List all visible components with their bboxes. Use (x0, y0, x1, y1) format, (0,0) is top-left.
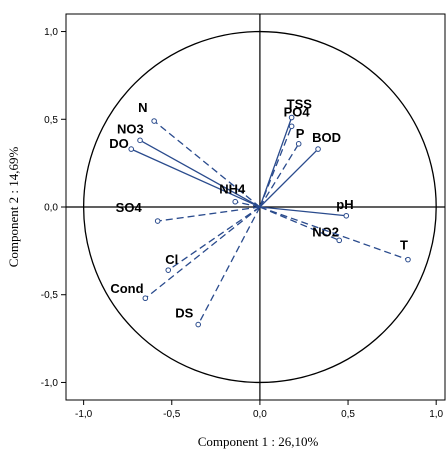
loading-line-no2 (259, 206, 340, 241)
loading-point-ph (343, 212, 350, 219)
loading-point-cl (165, 267, 172, 273)
variable-label-do: DO (109, 136, 129, 151)
x-tick-label: 0,5 (341, 409, 355, 420)
variable-label-no2: NO2 (312, 224, 339, 239)
variable-label-ds: DS (175, 306, 193, 321)
loading-point-t (405, 256, 411, 263)
x-tick-label: -0,5 (163, 409, 181, 420)
loading-point-tss (288, 114, 295, 121)
variable-label-so4: SO4 (116, 200, 143, 215)
loading-line-n (153, 120, 261, 208)
loading-point-bod (315, 146, 321, 152)
y-tick-label: 1,0 (44, 27, 58, 38)
loading-line-no3 (139, 139, 261, 208)
y-axis-ticks: 1,0 0,5 0,0 -0,5 -1,0 (41, 27, 66, 389)
y-tick-label: -0,5 (41, 290, 59, 301)
y-tick-label: -1,0 (41, 378, 59, 389)
variable-label-cl: Cl (165, 252, 178, 267)
variable-label-po4: PO4 (284, 104, 311, 119)
y-axis-title: Component 2 : 14,69% (6, 147, 21, 268)
variable-label-cond: Cond (110, 281, 143, 296)
loading-line-t (259, 206, 409, 261)
variable-label-bod: BOD (312, 130, 341, 145)
loading-line-bod (259, 148, 319, 208)
loading-line-ds (197, 206, 261, 325)
variable-label-n: N (138, 100, 147, 115)
variable-label-nh4: NH4 (219, 182, 246, 197)
y-tick-label: 0,0 (44, 203, 58, 214)
x-tick-label: -1,0 (75, 409, 93, 420)
loading-line-po4 (259, 126, 293, 208)
variable-label-t: T (400, 238, 408, 253)
loading-line-cl (167, 206, 261, 271)
loading-point-p (295, 141, 302, 147)
variable-label-tss: TSS (287, 97, 313, 112)
loading-point-ds (195, 321, 202, 328)
loading-point-nh4 (232, 198, 239, 205)
x-axis-title: Component 1 : 26,10% (198, 434, 319, 449)
x-tick-label: 0,0 (253, 409, 267, 420)
loading-line-cond (144, 206, 261, 299)
variable-label-no3: NO3 (117, 121, 144, 136)
loading-line-so4 (157, 206, 260, 222)
loading-point-n (151, 118, 157, 124)
loading-point-so4 (154, 218, 161, 224)
loading-point-cond (142, 295, 149, 302)
loading-line-do (130, 148, 261, 208)
loading-line-ph (259, 206, 347, 217)
variable-label-p: P (296, 126, 305, 141)
loading-line-p (259, 143, 300, 208)
loading-line-nh4 (235, 201, 261, 208)
x-axis-ticks: -1,0 -0,5 0,0 0,5 1,0 (75, 400, 444, 420)
variable-label-ph: pH (336, 197, 353, 212)
y-tick-label: 0,5 (44, 115, 58, 126)
loading-point-no2 (336, 237, 343, 244)
x-tick-label: 1,0 (429, 409, 443, 420)
loading-point-po4 (288, 123, 295, 130)
loading-point-no3 (137, 137, 143, 144)
loading-point-do (128, 146, 135, 152)
